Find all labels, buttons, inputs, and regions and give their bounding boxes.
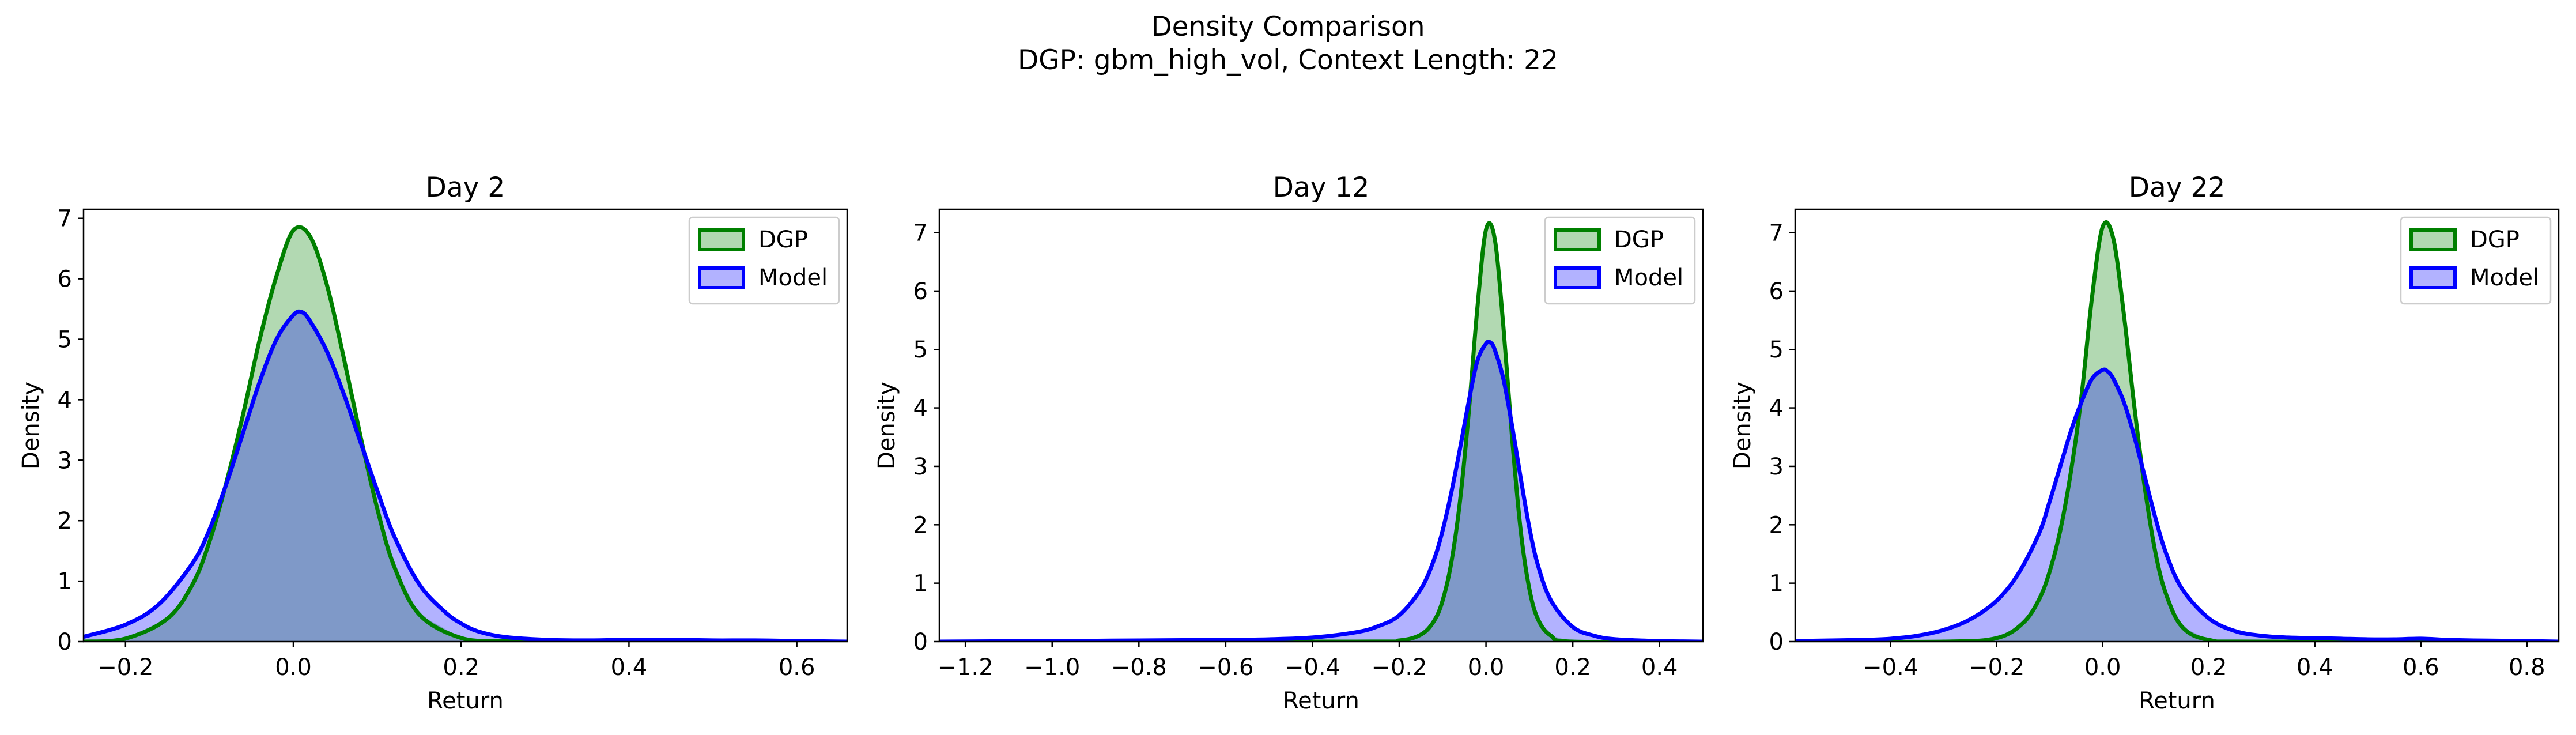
y-tick-label: 2 xyxy=(913,512,928,538)
x-tick-label: 0.6 xyxy=(779,654,815,681)
y-tick-label: 4 xyxy=(1769,395,1784,422)
x-tick-label: −1.2 xyxy=(938,654,994,681)
x-tick-label: 0.0 xyxy=(1468,654,1505,681)
figure-subtitle: DGP: gbm_high_vol, Context Length: 22 xyxy=(1018,44,1558,76)
y-tick-label: 0 xyxy=(1769,629,1784,655)
x-tick-label: 0.0 xyxy=(275,654,312,681)
axes-frame xyxy=(1794,208,2560,643)
legend-label-dgp: DGP xyxy=(1614,227,1664,253)
model-area-fill xyxy=(939,341,1703,642)
y-axis-label: Density xyxy=(1729,382,1756,469)
x-axis-label: Return xyxy=(2139,688,2215,714)
x-tick-label: −0.2 xyxy=(97,654,153,681)
y-tick-label: 6 xyxy=(58,266,72,293)
figure-title-block: Density Comparison DGP: gbm_high_vol, Co… xyxy=(0,10,2576,77)
y-tick-label: 4 xyxy=(913,395,928,422)
y-tick-label: 5 xyxy=(58,327,72,353)
axes-frame xyxy=(938,208,1704,643)
subplot-title: Day 2 xyxy=(426,172,505,203)
legend-swatch-model xyxy=(698,266,745,289)
legend-swatch-dgp xyxy=(698,228,745,251)
plot-area xyxy=(939,221,1703,642)
x-tick-label: 0.8 xyxy=(2509,654,2545,681)
legend-label-model: Model xyxy=(2470,265,2539,291)
x-axis-label: Return xyxy=(427,688,504,714)
legend-label-model: Model xyxy=(758,265,828,291)
dgp-density-line xyxy=(939,221,1703,642)
legend-label-dgp: DGP xyxy=(758,227,808,253)
legend: DGP Model xyxy=(688,216,840,305)
x-tick-label: 0.0 xyxy=(2084,654,2121,681)
model-density-line xyxy=(1795,367,2559,642)
y-tick-label: 2 xyxy=(1769,512,1784,538)
y-tick-label: 1 xyxy=(58,568,72,595)
x-tick-label: −1.0 xyxy=(1024,654,1080,681)
legend: DGP Model xyxy=(2400,216,2552,305)
y-tick-label: 6 xyxy=(913,278,928,305)
subplot-title: Day 22 xyxy=(2129,172,2226,203)
legend-swatch-dgp xyxy=(1554,228,1601,251)
y-tick-label: 6 xyxy=(1769,278,1784,305)
legend: DGP Model xyxy=(1544,216,1696,305)
x-tick-label: −0.2 xyxy=(1969,654,2024,681)
subplot-title: Day 12 xyxy=(1273,172,1370,203)
y-tick-label: 1 xyxy=(1769,571,1784,597)
x-tick-label: −0.8 xyxy=(1111,654,1167,681)
dgp-density-line xyxy=(1795,220,2559,642)
x-tick-label: −0.6 xyxy=(1198,654,1253,681)
x-tick-label: −0.4 xyxy=(1863,654,1918,681)
overlap-area-fill xyxy=(84,312,847,642)
y-tick-label: 1 xyxy=(913,571,928,597)
subplot-1: −0.2 0.0 0.2 0.4 0.6 0 1 2 3 4 5 6 7 Day 2 Return Densi… xyxy=(18,172,848,714)
x-tick-label: −0.4 xyxy=(1285,654,1340,681)
x-axis-label: Return xyxy=(1283,688,1359,714)
y-axis-label: Density xyxy=(18,382,44,469)
y-tick-label: 7 xyxy=(58,206,72,232)
legend-swatch-model xyxy=(2409,266,2457,289)
y-tick-label: 4 xyxy=(58,387,72,413)
y-tick-label: 3 xyxy=(1769,454,1784,480)
y-tick-label: 7 xyxy=(1769,220,1784,247)
x-tick-label: 0.4 xyxy=(2297,654,2333,681)
y-tick-label: 3 xyxy=(913,454,928,480)
model-density-line xyxy=(84,309,847,642)
figure-title: Density Comparison xyxy=(1151,11,1425,43)
legend-swatch-model xyxy=(1554,266,1601,289)
subplot-3: −0.4 −0.2 0.0 0.2 0.4 0.6 0.8 0 1 2 3 4 5 6 7 Day 22 Ret… xyxy=(1729,172,2560,714)
y-tick-label: 7 xyxy=(913,220,928,247)
y-axis-label: Density xyxy=(874,382,900,469)
x-tick-label: 0.4 xyxy=(611,654,648,681)
y-tick-label: 0 xyxy=(913,629,928,655)
plot-area xyxy=(1795,220,2559,642)
dgp-density-line xyxy=(84,225,847,642)
x-tick-label: 0.6 xyxy=(2403,654,2439,681)
subplot-2: −1.2 −1.0 −0.8 −0.6 −0.4 −0.2 0.0 0.2 0.4 0 1 2 3 4 5 6… xyxy=(874,172,1704,714)
x-tick-label: 0.2 xyxy=(1554,654,1591,681)
x-tick-label: −0.2 xyxy=(1371,654,1427,681)
model-density-line xyxy=(939,339,1703,642)
legend-label-dgp: DGP xyxy=(2470,227,2520,253)
y-tick-label: 5 xyxy=(1769,337,1784,363)
x-tick-label: 0.2 xyxy=(2190,654,2227,681)
y-tick-label: 3 xyxy=(58,447,72,474)
x-tick-label: 0.2 xyxy=(443,654,479,681)
x-tick-label: 0.4 xyxy=(1641,654,1678,681)
y-tick-label: 0 xyxy=(58,629,72,655)
overlap-area-fill xyxy=(939,342,1703,642)
plot-area xyxy=(84,225,847,642)
legend-label-model: Model xyxy=(1614,265,1683,291)
y-tick-label: 2 xyxy=(58,508,72,534)
legend-swatch-dgp xyxy=(2409,228,2457,251)
y-tick-label: 5 xyxy=(913,337,928,363)
model-area-fill xyxy=(1795,369,2559,642)
axes-frame xyxy=(82,208,848,643)
